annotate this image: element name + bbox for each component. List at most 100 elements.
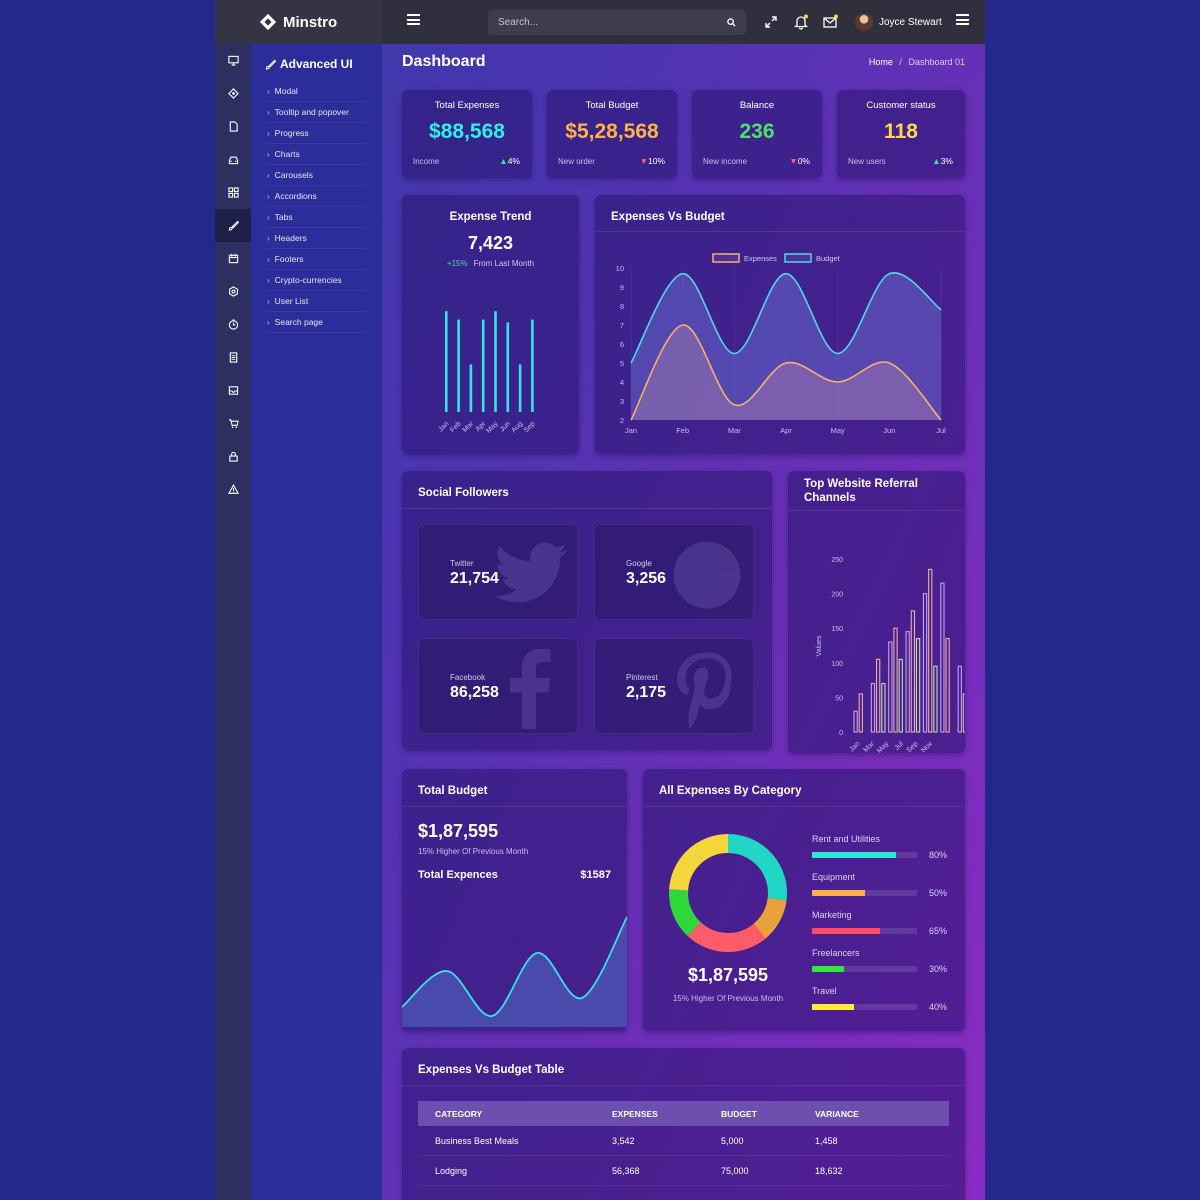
page-title: Dashboard [402,53,486,70]
rail-brush[interactable] [215,209,251,242]
social-tile-google[interactable]: Google 3,256 [594,524,754,620]
search-icon[interactable] [727,18,736,27]
sidebar-item-carousels[interactable]: › Carousels [267,165,367,186]
rail-layers[interactable] [215,77,251,110]
sidebar: Advanced UI › Modal › Tooltip and popover … [251,44,382,1200]
card-title: Expenses Vs Budget Table [418,1064,565,1076]
google-icon [673,541,741,609]
referral-bar [853,710,858,733]
rail-cart[interactable] [215,407,251,440]
x-tick-label: Jul [936,426,946,435]
table-row[interactable]: Lodging 56,368 75,000 18,632 [418,1156,949,1186]
grid-icon [227,187,239,198]
sidebar-item-search-page[interactable]: › Search page [267,312,367,333]
sidebar-item-accordions[interactable]: › Accordions [267,186,367,207]
card-divider [788,510,965,511]
app-frame: Minstro Search... Joyce Stewart [215,0,985,1200]
y-tick-label: 4 [620,378,624,387]
y-tick-label: 3 [620,397,624,406]
category-progress-fill [812,928,881,934]
sidebar-item-footers[interactable]: › Footers [267,249,367,270]
x-tick-label: Mar [462,420,476,434]
category-progress [812,852,917,858]
facebook-icon [510,649,551,729]
rail-clock[interactable] [215,308,251,341]
table-cell: 56,368 [612,1165,640,1176]
y-tick-label: 200 [831,592,843,599]
rail-calendar[interactable] [215,242,251,275]
sidebar-item-modal[interactable]: › Modal [267,81,367,102]
rail-document[interactable] [215,341,251,374]
bar-aug [518,364,522,412]
rail-inbox[interactable] [215,374,251,407]
lock-icon [228,451,238,462]
rail-file[interactable] [215,110,251,143]
card-title: Expense Trend [449,211,532,223]
mail-icon[interactable] [822,14,838,30]
x-tick-label: May [485,420,500,435]
expenses-vs-budget-card: Expenses Vs Budget Jan Feb Mar Apr May Jun Jul… [595,195,965,454]
table-row[interactable]: Business Best Meals 3,542 5,000 1,458 [418,1126,949,1156]
x-tick-label: Jan [437,420,450,433]
referral-bar [881,683,886,733]
category-percent: 80% [929,850,948,860]
breadcrumb-home[interactable]: Home [868,57,893,67]
pinterest-icon [677,652,732,729]
sidebar-item-crypto[interactable]: › Crypto-currencies [267,270,367,291]
fullscreen-icon[interactable] [763,14,779,30]
referral-bar [870,683,876,733]
user-menu[interactable]: Joyce Stewart [855,13,942,31]
social-tile-facebook[interactable]: Facebook 86,258 [418,638,578,734]
stat-sub: New income [703,157,748,166]
category-percent: 40% [929,1002,948,1012]
logo-area[interactable]: Minstro [215,0,382,44]
cart-icon [228,419,239,428]
sidebar-item-headers[interactable]: › Headers [267,228,367,249]
social-tile-twitter[interactable]: Twitter 21,754 [418,524,578,620]
monitor-icon [227,55,239,66]
card-title: Total Budget [418,785,488,797]
social-value: 21,754 [450,570,499,587]
sidebar-item-user-list[interactable]: › User List [267,291,367,312]
referral-bar [893,627,898,733]
clock-icon [228,319,238,330]
x-tick-label: Jan [625,426,637,435]
card-divider [643,806,965,807]
referral-bar [876,658,881,733]
rail-monitor[interactable] [215,44,251,77]
column-header[interactable]: EXPENSES [612,1108,658,1119]
bell-icon[interactable] [793,14,809,30]
rail-lock[interactable] [215,440,251,473]
alert-icon [227,484,239,494]
stat-sub: New order [558,157,595,166]
expense-trend-card: Expense Trend 7,423 +15% From Last Month … [402,195,579,454]
column-header[interactable]: VARIANCE [815,1108,859,1119]
rail-car[interactable] [215,143,251,176]
search-input[interactable]: Search... [488,10,746,35]
column-header[interactable]: CATEGORY [435,1108,483,1119]
menu-toggle-icon[interactable] [407,14,420,25]
chevron-right-icon: › [267,212,270,222]
column-header[interactable]: BUDGET [721,1108,757,1119]
referral-bar [957,665,962,733]
legend-swatch-expenses [712,253,740,263]
sidebar-item-progress[interactable]: › Progress [267,123,367,144]
chevron-right-icon: › [267,317,270,327]
category-progress-fill [812,966,844,972]
arrow-up-icon: ▲ [932,156,941,166]
stat-label: Total Expenses [434,100,500,111]
x-tick-label: Feb [449,420,463,434]
rail-gear[interactable] [215,275,251,308]
brush-icon [228,220,239,231]
rail-grid[interactable] [215,176,251,209]
social-value: 86,258 [450,684,499,701]
stat-change: ▲3% [932,156,953,166]
sidebar-item-charts[interactable]: › Charts [267,144,367,165]
sidebar-item-tooltip[interactable]: › Tooltip and popover [267,102,367,123]
rail-alert[interactable] [215,473,251,506]
category-progress-fill [812,890,865,896]
social-tile-pinterest[interactable]: Pinterest 2,175 [594,638,754,734]
right-menu-icon[interactable] [956,14,969,25]
sidebar-item-tabs[interactable]: › Tabs [267,207,367,228]
social-value: 3,256 [626,570,667,587]
